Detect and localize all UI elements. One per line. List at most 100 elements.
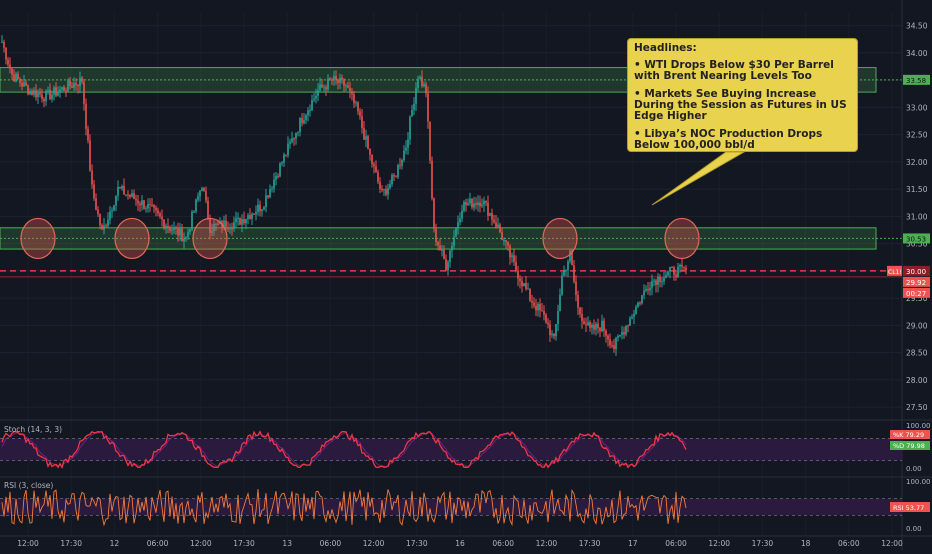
candle-body[interactable]	[223, 220, 225, 229]
candle-body[interactable]	[545, 314, 547, 323]
candle-body[interactable]	[21, 83, 23, 87]
candle-body[interactable]	[83, 81, 85, 104]
candle-body[interactable]	[389, 184, 391, 188]
candle-body[interactable]	[639, 302, 641, 304]
candle-body[interactable]	[451, 245, 453, 251]
candle-body[interactable]	[23, 82, 25, 87]
candle-body[interactable]	[347, 85, 349, 88]
candle-body[interactable]	[401, 160, 403, 166]
candle-body[interactable]	[271, 188, 273, 190]
candle-body[interactable]	[67, 80, 69, 92]
candle-body[interactable]	[499, 224, 501, 233]
candle-body[interactable]	[191, 211, 193, 230]
candle-body[interactable]	[605, 330, 607, 336]
candle-body[interactable]	[477, 202, 479, 205]
candle-body[interactable]	[1, 42, 3, 44]
candle-body[interactable]	[579, 307, 581, 315]
candle-body[interactable]	[65, 90, 67, 92]
candle-body[interactable]	[265, 195, 267, 208]
candle-body[interactable]	[165, 225, 167, 228]
candle-body[interactable]	[143, 200, 145, 209]
candle-body[interactable]	[569, 250, 571, 262]
candle-body[interactable]	[637, 302, 639, 307]
candle-body[interactable]	[189, 229, 191, 233]
candle-body[interactable]	[525, 283, 527, 289]
candle-body[interactable]	[509, 245, 511, 258]
candle-body[interactable]	[661, 281, 663, 283]
candle-body[interactable]	[681, 264, 683, 267]
candle-body[interactable]	[631, 316, 633, 319]
candle-body[interactable]	[603, 320, 605, 331]
candle-body[interactable]	[263, 207, 265, 210]
candle-body[interactable]	[31, 91, 33, 95]
candle-body[interactable]	[291, 138, 293, 142]
candle-body[interactable]	[485, 200, 487, 203]
candle-body[interactable]	[367, 136, 369, 149]
candle-body[interactable]	[553, 333, 555, 337]
candle-body[interactable]	[479, 202, 481, 207]
candle-body[interactable]	[163, 219, 165, 228]
candle-body[interactable]	[293, 138, 295, 140]
candle-body[interactable]	[463, 202, 465, 211]
candle-body[interactable]	[601, 320, 603, 332]
candle-body[interactable]	[147, 204, 149, 209]
candle-body[interactable]	[535, 305, 537, 311]
candle-body[interactable]	[57, 91, 59, 96]
candle-body[interactable]	[585, 324, 587, 326]
candle-body[interactable]	[597, 323, 599, 328]
candle-body[interactable]	[307, 110, 309, 116]
candle-body[interactable]	[123, 185, 125, 195]
candle-body[interactable]	[677, 266, 679, 277]
candle-body[interactable]	[453, 236, 455, 246]
candle-body[interactable]	[327, 78, 329, 90]
candle-body[interactable]	[437, 242, 439, 246]
candle-body[interactable]	[675, 274, 677, 277]
candle-body[interactable]	[575, 281, 577, 296]
candle-body[interactable]	[607, 335, 609, 340]
candle-body[interactable]	[539, 303, 541, 311]
candle-body[interactable]	[103, 225, 105, 230]
candle-body[interactable]	[621, 332, 623, 335]
candle-body[interactable]	[379, 181, 381, 189]
candle-body[interactable]	[633, 313, 635, 317]
candle-body[interactable]	[449, 250, 451, 262]
candle-body[interactable]	[151, 204, 153, 206]
candle-body[interactable]	[395, 176, 397, 178]
candle-body[interactable]	[555, 324, 557, 337]
candle-body[interactable]	[229, 228, 231, 230]
candle-body[interactable]	[457, 222, 459, 228]
candle-body[interactable]	[323, 87, 325, 89]
candle-body[interactable]	[647, 289, 649, 291]
candle-body[interactable]	[119, 186, 121, 189]
candle-body[interactable]	[185, 237, 187, 239]
candle-body[interactable]	[113, 205, 115, 211]
candle-body[interactable]	[141, 200, 143, 206]
candle-body[interactable]	[247, 215, 249, 220]
candle-body[interactable]	[501, 232, 503, 241]
candle-body[interactable]	[487, 202, 489, 216]
candle-body[interactable]	[455, 227, 457, 237]
candle-body[interactable]	[283, 154, 285, 163]
highlight-circle[interactable]	[664, 217, 700, 260]
candle-body[interactable]	[135, 199, 137, 201]
candle-body[interactable]	[619, 334, 621, 337]
candle-body[interactable]	[587, 322, 589, 326]
candle-body[interactable]	[581, 314, 583, 322]
candle-body[interactable]	[629, 318, 631, 326]
candle-body[interactable]	[467, 203, 469, 205]
candle-body[interactable]	[199, 190, 201, 197]
candle-body[interactable]	[399, 165, 401, 167]
candle-body[interactable]	[167, 225, 169, 228]
candle-body[interactable]	[29, 91, 31, 95]
candle-body[interactable]	[159, 213, 161, 217]
candle-body[interactable]	[613, 345, 615, 349]
candle-body[interactable]	[349, 87, 351, 92]
candle-body[interactable]	[409, 116, 411, 140]
candle-body[interactable]	[157, 210, 159, 214]
candle-body[interactable]	[43, 98, 45, 102]
candle-body[interactable]	[315, 95, 317, 99]
candle-body[interactable]	[71, 86, 73, 88]
candle-body[interactable]	[55, 87, 57, 96]
highlight-circle[interactable]	[192, 217, 228, 260]
candle-body[interactable]	[519, 278, 521, 282]
